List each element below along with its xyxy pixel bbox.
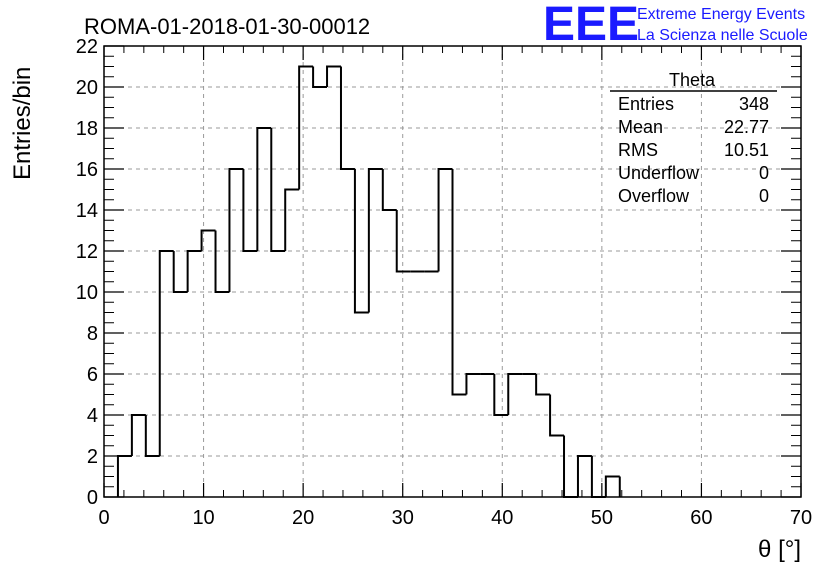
stats-box: Theta Entries 348 Mean 22.77 RMS 10.51 Underfl… — [610, 70, 777, 206]
histogram-bin — [451, 169, 467, 396]
histogram-bin — [437, 168, 453, 272]
histogram-bin — [326, 65, 341, 87]
logo-line-1: Extreme Energy Events — [637, 6, 805, 23]
x-tick-labels: 0 10 20 30 40 50 60 70 — [98, 507, 812, 529]
histogram-bin — [465, 373, 481, 395]
histogram-bin — [158, 250, 174, 456]
logo-line-2: La Scienza nelle Scuole — [637, 27, 808, 44]
histogram-bin — [130, 414, 146, 456]
y-tick-label: 6 — [87, 364, 98, 386]
stats-value: 22.77 — [724, 117, 769, 137]
y-tick-label: 18 — [76, 118, 98, 140]
y-axis-title: Entries/bin — [9, 67, 36, 180]
x-tick-label: 60 — [690, 507, 712, 529]
x-tick-label: 30 — [392, 507, 414, 529]
histogram-bin — [256, 127, 272, 251]
y-tick-label: 12 — [76, 241, 98, 263]
histogram-bin — [214, 230, 230, 293]
histogram-bin — [576, 455, 592, 497]
histogram-bin — [200, 229, 216, 251]
x-tick-label: 0 — [98, 507, 109, 529]
y-tick-label: 0 — [87, 487, 98, 509]
histogram-bin — [298, 65, 314, 190]
histogram-bin — [535, 374, 551, 396]
histogram-bin — [339, 66, 355, 170]
x-axis-title: θ [°] — [758, 536, 801, 563]
eee-logo: EEE Extreme Energy Events La Scienza nel… — [543, 0, 808, 51]
histogram-bin — [144, 415, 160, 457]
histogram-bin — [242, 169, 258, 252]
histogram-bin — [186, 250, 202, 292]
y-tick-label: 20 — [76, 77, 98, 99]
x-tick-label: 70 — [790, 507, 812, 529]
stats-value: 348 — [739, 94, 769, 114]
y-tick-label: 16 — [76, 159, 98, 181]
y-tick-label: 22 — [76, 36, 98, 58]
x-tick-label: 40 — [491, 507, 513, 529]
stats-label: Entries — [618, 94, 674, 114]
stats-value: 10.51 — [724, 140, 769, 160]
histogram-bin — [563, 435, 578, 498]
axis-ticks — [103, 45, 802, 498]
histogram-bin — [549, 394, 565, 437]
histogram-bin — [312, 66, 328, 88]
histogram-bin — [395, 210, 411, 273]
histogram-bin — [270, 128, 286, 252]
stats-title: Theta — [669, 70, 716, 90]
logo-mark: EEE — [543, 0, 639, 51]
x-tick-label: 10 — [192, 507, 214, 529]
stats-label: Mean — [618, 117, 663, 137]
y-tick-label: 4 — [87, 405, 98, 427]
y-tick-label: 14 — [76, 200, 98, 222]
stats-rows: Entries 348 Mean 22.77 RMS 10.51 Underflow 0 Ove… — [618, 94, 769, 206]
histogram-bin — [367, 168, 383, 313]
stats-label: Overflow — [618, 186, 690, 206]
stats-label: RMS — [618, 140, 658, 160]
chart-title: ROMA-01-2018-01-30-00012 — [84, 14, 370, 39]
histogram-bin — [172, 251, 188, 293]
stats-label: Underflow — [618, 163, 700, 183]
y-tick-label: 8 — [87, 323, 98, 345]
histogram-bin — [590, 456, 606, 498]
histogram-bin — [493, 374, 509, 416]
stats-value: 0 — [759, 163, 769, 183]
histogram-bin — [353, 169, 369, 314]
stats-value: 0 — [759, 186, 769, 206]
histogram-bin — [604, 475, 620, 497]
x-tick-label: 50 — [591, 507, 613, 529]
y-tick-labels: 0 2 4 6 8 10 12 14 16 18 20 22 — [76, 36, 98, 509]
histogram-bin — [507, 373, 523, 415]
histogram-bin — [228, 168, 244, 292]
histogram-series — [116, 65, 621, 498]
histogram-bin — [284, 188, 300, 251]
histogram-bin — [116, 455, 132, 497]
y-tick-label: 10 — [76, 282, 98, 304]
y-tick-label: 2 — [87, 446, 98, 468]
histogram-bin — [381, 169, 397, 211]
x-tick-label: 20 — [292, 507, 314, 529]
